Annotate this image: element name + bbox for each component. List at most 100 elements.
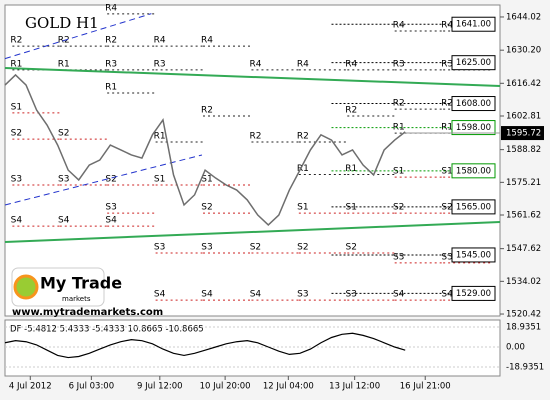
pivot-label: R3 bbox=[105, 59, 117, 69]
x-tick-label: 6 Jul 03:00 bbox=[69, 382, 115, 392]
x-tick-label: 10 Jul 20:00 bbox=[200, 382, 251, 392]
pivot-label: R3 bbox=[154, 59, 166, 69]
logo-sub: markets bbox=[62, 295, 91, 303]
level-box bbox=[451, 247, 496, 263]
pivot-label: R2 bbox=[105, 36, 117, 46]
logo: My Trade markets bbox=[11, 267, 122, 307]
y-tick-label: 1561.62 bbox=[506, 211, 541, 221]
indicator-tick-label: 0.00 bbox=[506, 342, 525, 352]
pivot-label: S2 bbox=[441, 203, 452, 213]
indicator-line bbox=[4, 332, 406, 359]
pivot-label: S4 bbox=[441, 290, 453, 300]
pivot-label: S2 bbox=[11, 129, 22, 139]
pivot-label: S4 bbox=[154, 290, 166, 300]
indicator-tick-label: 18.9351 bbox=[506, 322, 541, 332]
x-tick-label: 13 Jul 12:00 bbox=[329, 382, 380, 392]
level-box bbox=[451, 96, 496, 112]
trendline bbox=[4, 66, 501, 87]
x-tick-label: 9 Jul 12:00 bbox=[137, 382, 183, 392]
pivot-label: R2 bbox=[345, 106, 357, 116]
pivot-label: R1 bbox=[441, 123, 453, 133]
pivot-label: R2 bbox=[249, 131, 261, 141]
level-label: 1598.00 bbox=[456, 123, 491, 133]
logo-brand: My Trade bbox=[40, 274, 122, 293]
pivot-label: S4 bbox=[105, 216, 117, 226]
indicator-tick-label: -18.9351 bbox=[506, 362, 544, 372]
y-tick-label: 1520.42 bbox=[506, 310, 541, 320]
level-box bbox=[451, 16, 496, 32]
pivot-label: S2 bbox=[105, 175, 116, 185]
pivot-label: S4 bbox=[11, 216, 23, 226]
y-tick-label: 1588.82 bbox=[506, 145, 541, 155]
pivot-label: S1 bbox=[441, 167, 452, 177]
pivot-label: S2 bbox=[393, 203, 404, 213]
pivot-label: R1 bbox=[297, 164, 309, 174]
level-box bbox=[451, 55, 496, 71]
pivot-label: S3 bbox=[11, 175, 22, 185]
pivot-label: S3 bbox=[105, 203, 116, 213]
y-tick-label: 1616.42 bbox=[506, 79, 541, 89]
trendline bbox=[4, 154, 203, 206]
pivot-label: S2 bbox=[250, 243, 261, 253]
pivot-label: R4 bbox=[105, 3, 117, 13]
level-box bbox=[451, 120, 496, 136]
level-label: 1529.00 bbox=[456, 289, 491, 299]
pivot-label: S1 bbox=[393, 167, 404, 177]
level-label: 1580.00 bbox=[456, 166, 491, 176]
pivot-label: S3 bbox=[201, 243, 212, 253]
chart-title: GOLD H1 bbox=[25, 14, 99, 32]
pivot-label: S2 bbox=[346, 243, 357, 253]
y-tick-label: 1630.20 bbox=[506, 46, 541, 56]
y-tick-label: 1602.81 bbox=[506, 112, 541, 122]
pivot-label: S2 bbox=[297, 243, 308, 253]
pivot-label: R1 bbox=[58, 59, 70, 69]
pivot-label: R1 bbox=[154, 131, 166, 141]
level-box bbox=[451, 199, 496, 215]
pivot-label: S4 bbox=[393, 290, 405, 300]
pivot-label: R4 bbox=[393, 20, 405, 30]
pivot-label: R2 bbox=[297, 131, 309, 141]
pivot-label: S1 bbox=[201, 175, 212, 185]
pivot-label: R2 bbox=[393, 99, 405, 109]
y-tick-label: 1575.21 bbox=[506, 178, 541, 188]
pivot-label: S3 bbox=[393, 252, 404, 262]
pivot-label: R4 bbox=[154, 36, 166, 46]
price-line bbox=[4, 73, 406, 226]
x-tick-label: 16 Jul 21:00 bbox=[400, 382, 451, 392]
pivot-label: S4 bbox=[58, 216, 70, 226]
logo-url: www.mytrademarkets.com bbox=[12, 307, 163, 318]
pivot-label: S2 bbox=[201, 203, 212, 213]
current-price-box bbox=[501, 126, 544, 141]
pivot-label: R4 bbox=[345, 59, 357, 69]
pivot-label: S3 bbox=[346, 290, 357, 300]
x-tick-label: 4 Jul 2012 bbox=[9, 382, 52, 392]
pivot-label: R3 bbox=[441, 59, 453, 69]
current-price-label: 1595.72 bbox=[506, 129, 541, 139]
level-label: 1608.00 bbox=[456, 99, 491, 109]
pivot-label: S4 bbox=[250, 290, 262, 300]
pivot-label: S3 bbox=[58, 175, 69, 185]
pivot-label: R1 bbox=[345, 164, 357, 174]
level-label: 1625.00 bbox=[456, 58, 491, 68]
x-tick-label: 12 Jul 04:00 bbox=[263, 382, 314, 392]
y-tick-label: 1547.62 bbox=[506, 244, 541, 254]
pivot-label: R2 bbox=[441, 99, 453, 109]
indicator-label: DF -5.4812 5.4333 -5.4333 10.8665 -10.86… bbox=[10, 325, 204, 335]
pivot-label: S1 bbox=[11, 102, 22, 112]
pivot-label: R1 bbox=[393, 123, 405, 133]
level-label: 1565.00 bbox=[456, 202, 491, 212]
trendline bbox=[4, 221, 501, 243]
pivot-label: R4 bbox=[297, 59, 309, 69]
plot-area bbox=[4, 4, 501, 317]
pivot-label: S3 bbox=[297, 290, 308, 300]
pivot-label: R1 bbox=[105, 82, 117, 92]
pivot-label: R4 bbox=[441, 20, 453, 30]
pivot-label: S3 bbox=[154, 243, 165, 253]
logo-icon bbox=[13, 274, 39, 300]
pivot-label: R2 bbox=[10, 36, 22, 46]
pivot-label: S4 bbox=[201, 290, 213, 300]
pivot-label: R3 bbox=[393, 59, 405, 69]
level-box bbox=[451, 285, 496, 301]
trendline bbox=[4, 13, 152, 60]
